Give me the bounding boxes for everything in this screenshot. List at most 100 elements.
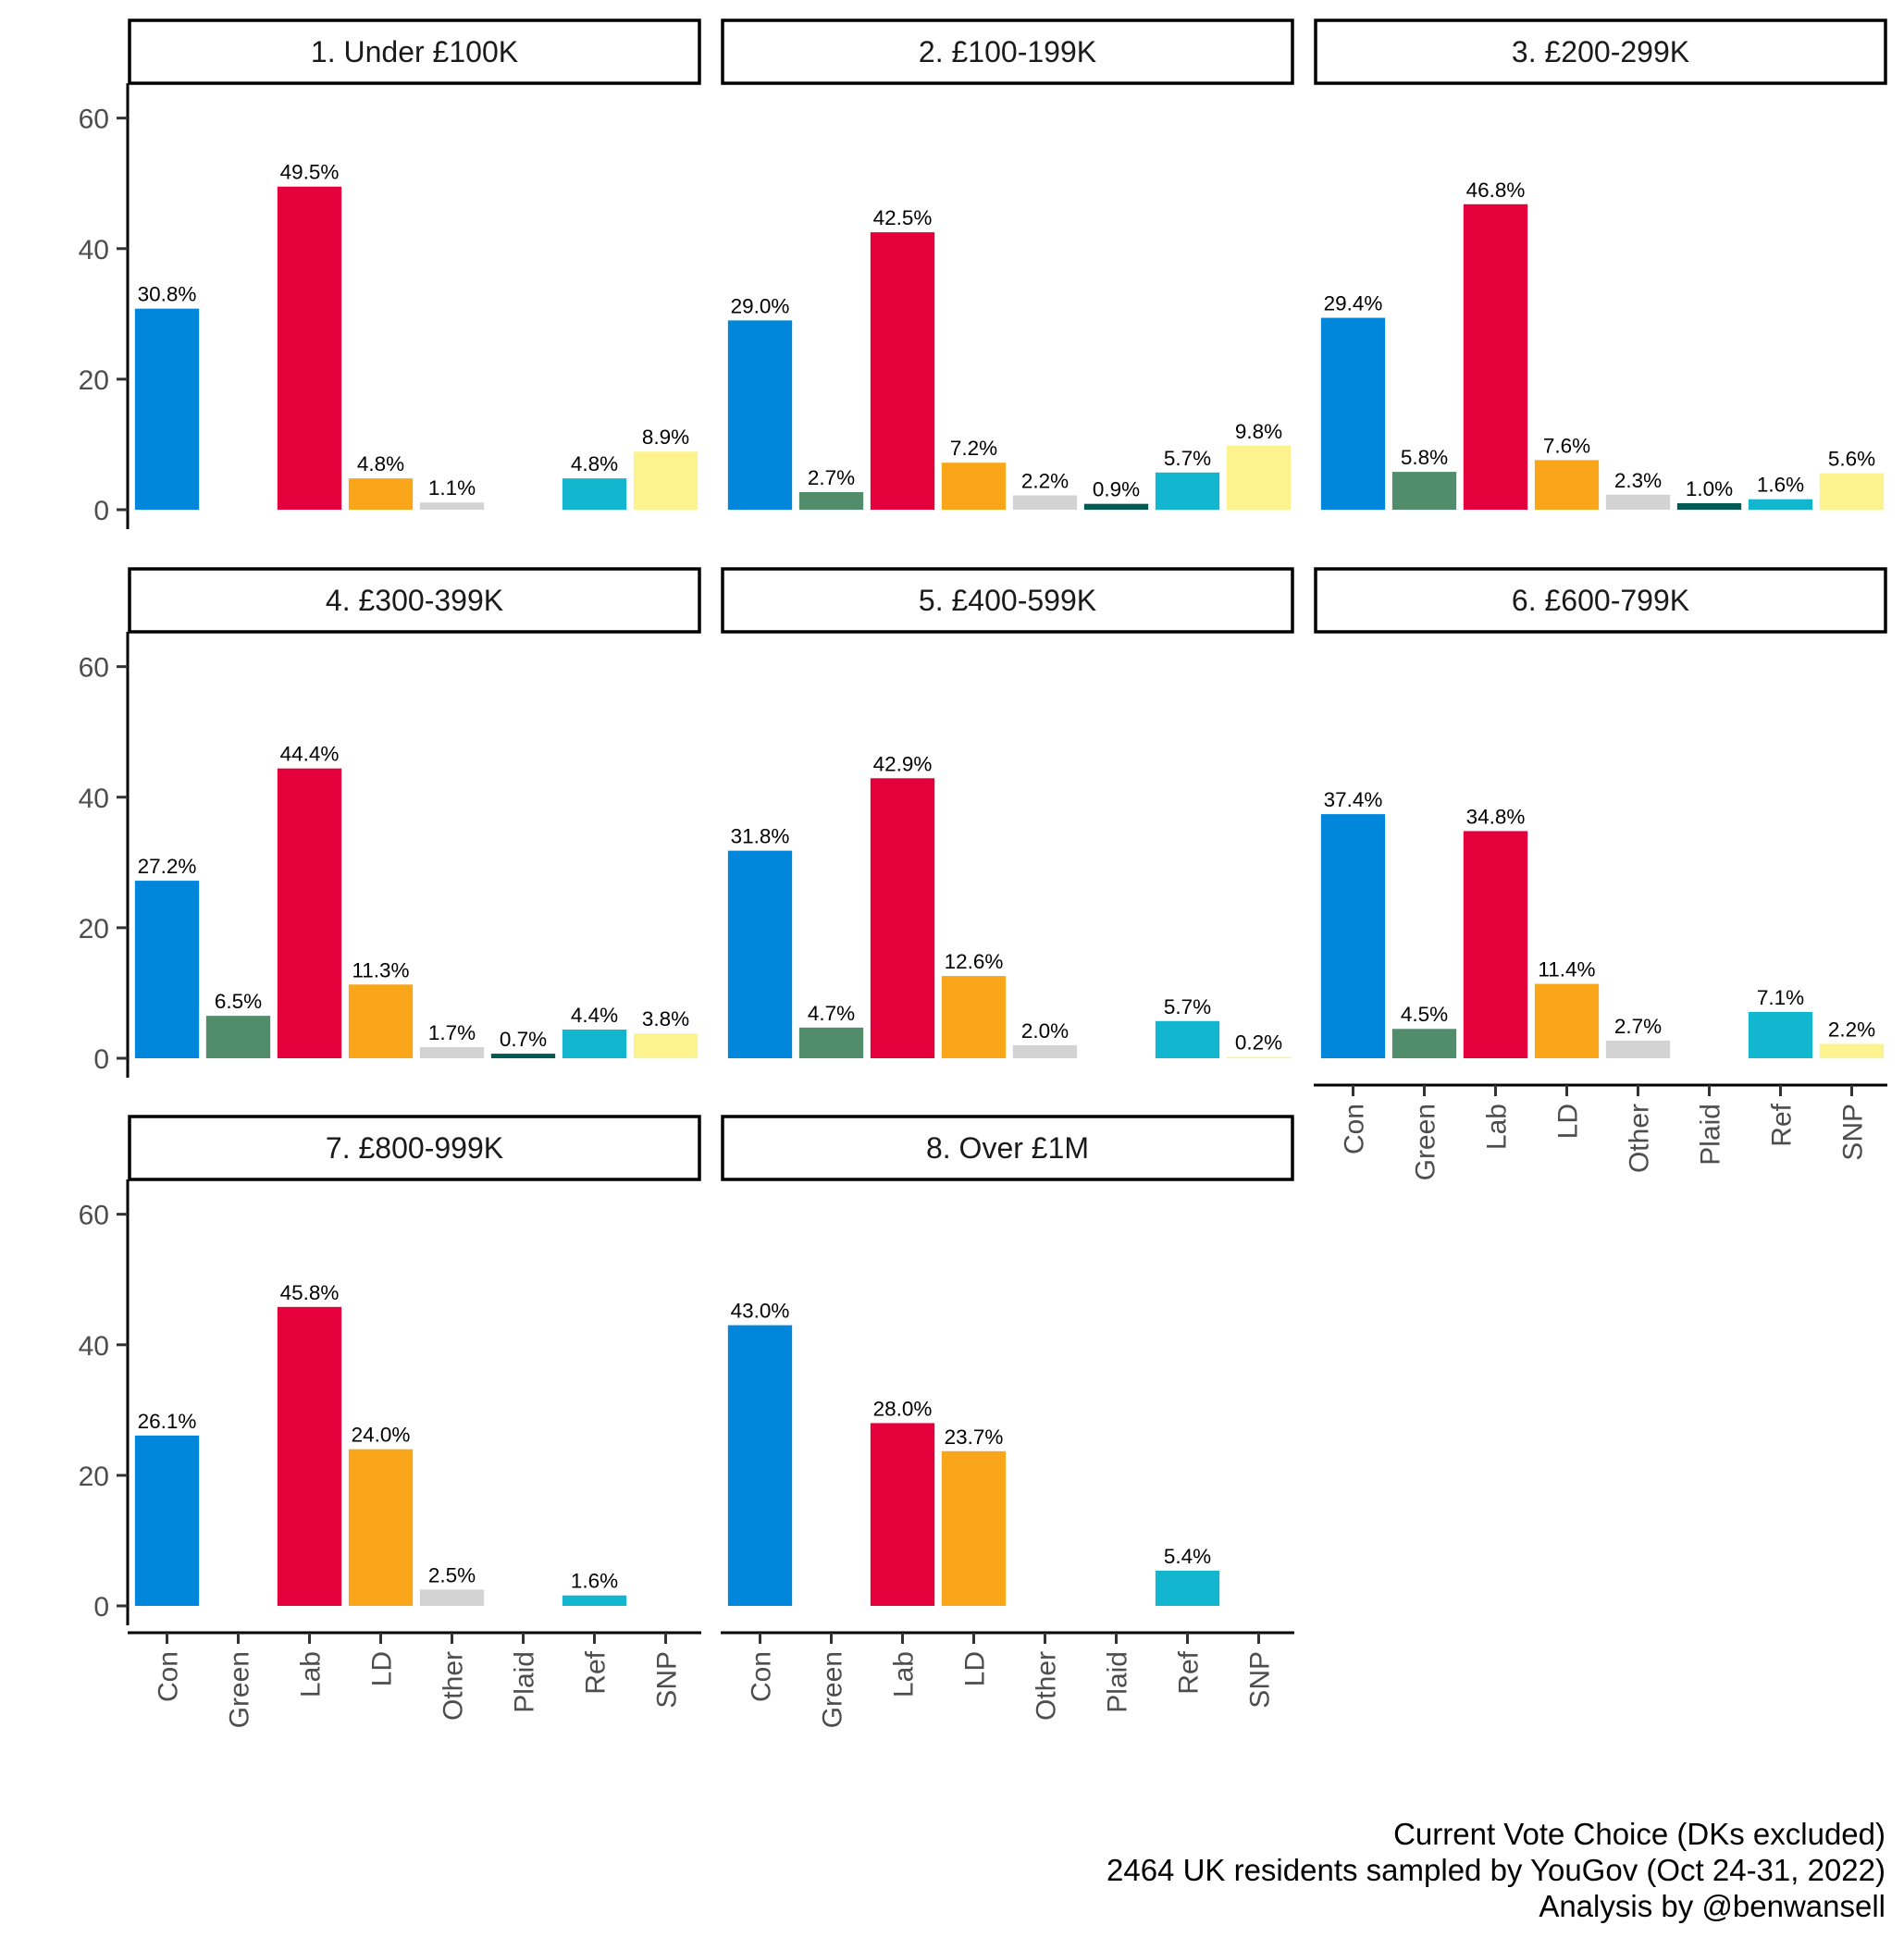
bar-con <box>134 1435 200 1606</box>
x-tick-label: Lab <box>1482 1104 1513 1150</box>
bar-label: 2.2% <box>1828 1018 1875 1041</box>
bar-lab <box>277 1306 342 1606</box>
y-tick-label: 0 <box>93 1592 109 1623</box>
x-tick-label: Ref <box>1767 1103 1798 1146</box>
facet-title: 7. £800-999K <box>326 1131 503 1165</box>
x-tick-label: Con <box>1340 1104 1370 1154</box>
bar-label: 42.9% <box>873 752 933 775</box>
bar-ld <box>348 478 414 510</box>
bar-label: 2.0% <box>1021 1019 1069 1043</box>
bar-ld <box>941 1450 1007 1606</box>
bar-green <box>1391 1029 1457 1058</box>
x-tick-label: SNP <box>1245 1651 1276 1709</box>
y-tick-label: 20 <box>79 1462 109 1492</box>
bar-label: 4.5% <box>1401 1003 1448 1026</box>
bar-snp <box>633 451 699 510</box>
bar-label: 2.7% <box>1614 1015 1662 1038</box>
y-tick-label: 60 <box>79 105 109 135</box>
facet-panel: 1. Under £100K 0 20 40 60 30.8% 49.5% 4.8% 1.1% 4… <box>79 19 701 529</box>
bar-lab <box>1463 204 1528 510</box>
y-tick-label: 20 <box>79 365 109 396</box>
caption-line: Current Vote Choice (DKs excluded) <box>1393 1817 1885 1851</box>
facet-strip <box>721 19 1294 85</box>
facet-strip <box>128 567 701 634</box>
x-tick-label: LD <box>1553 1104 1584 1139</box>
bar-other <box>1605 1040 1671 1058</box>
bar-other <box>1605 494 1671 510</box>
bar-label: 0.2% <box>1235 1031 1282 1055</box>
facet-strip <box>128 1115 701 1181</box>
bar-con <box>1320 814 1386 1058</box>
bar-con <box>727 1325 793 1606</box>
x-tick-label: Plaid <box>510 1651 540 1713</box>
x-tick-label: Green <box>225 1651 255 1728</box>
bar-label: 29.0% <box>731 294 790 317</box>
bar-ref <box>1748 1011 1813 1058</box>
bar-ld <box>941 976 1007 1058</box>
x-tick-label: SNP <box>652 1651 683 1709</box>
bar-green <box>1391 472 1457 510</box>
facet-strip <box>1314 567 1887 634</box>
bar-label: 5.6% <box>1828 447 1875 470</box>
bar-snp <box>1226 445 1292 510</box>
bar-label: 28.0% <box>873 1397 933 1420</box>
x-tick-label: Lab <box>889 1651 920 1697</box>
facet-panel: 6. £600-799K 37.4% 4.5% 34.8% 11.4% 2.7% 7.1% 2… <box>1314 567 1887 1180</box>
bar-ref <box>562 1029 627 1058</box>
caption-line: Analysis by @benwansell <box>1539 1889 1885 1923</box>
facet-panel: 7. £800-999K 0 20 40 60 26.1% 45.8% 24.0% 2.5% 1.… <box>79 1115 701 1728</box>
bar-other <box>1012 495 1078 510</box>
x-tick-label: Other <box>1032 1651 1062 1721</box>
bar-label: 29.4% <box>1324 292 1383 315</box>
x-tick-label: Green <box>1411 1104 1441 1180</box>
facet-strip <box>721 1115 1294 1181</box>
facet-panel: 8. Over £1M 43.0% 28.0% 23.7% 5.4% Con Green La… <box>721 1115 1294 1728</box>
x-tick-label: Other <box>1625 1104 1655 1173</box>
y-tick-label: 60 <box>79 653 109 684</box>
bar-label: 5.7% <box>1164 995 1211 1018</box>
bar-snp <box>1819 1043 1885 1058</box>
facet-title: 3. £200-299K <box>1512 35 1689 68</box>
bar-lab <box>1463 831 1528 1058</box>
bar-label: 4.7% <box>808 1002 855 1025</box>
bar-label: 5.7% <box>1164 447 1211 470</box>
bar-ref <box>562 478 627 510</box>
y-tick-label: 0 <box>93 1044 109 1075</box>
x-tick-label: Con <box>154 1651 184 1702</box>
bar-label: 0.7% <box>500 1028 547 1051</box>
bar-label: 23.7% <box>945 1425 1004 1449</box>
facet-title: 2. £100-199K <box>919 35 1096 68</box>
x-tick-label: SNP <box>1838 1104 1869 1161</box>
bar-label: 34.8% <box>1466 805 1526 828</box>
bar-plaid <box>490 1054 556 1058</box>
bar-label: 9.8% <box>1235 420 1282 443</box>
y-tick-label: 40 <box>79 784 109 814</box>
bar-ld <box>1534 460 1600 510</box>
bar-snp <box>1819 473 1885 510</box>
bar-label: 7.2% <box>950 437 997 460</box>
facet-panel: 3. £200-299K 29.4% 5.8% 46.8% 7.6% 2.3% 1.0% 1.… <box>1314 19 1887 510</box>
bar-label: 11.3% <box>352 958 409 981</box>
bar-ld <box>348 984 414 1058</box>
bar-label: 45.8% <box>280 1281 340 1304</box>
bar-label: 49.5% <box>280 161 340 184</box>
y-tick-label: 60 <box>79 1201 109 1231</box>
bar-con <box>134 308 200 510</box>
y-tick-label: 20 <box>79 914 109 944</box>
bar-ref <box>1748 499 1813 510</box>
bar-label: 31.8% <box>731 825 790 848</box>
bar-other <box>419 1047 485 1058</box>
bar-lab <box>870 1423 935 1606</box>
bar-label: 6.5% <box>215 990 262 1013</box>
bar-other <box>1012 1044 1078 1058</box>
x-tick-label: Con <box>747 1651 777 1702</box>
bar-label: 26.1% <box>138 1410 197 1433</box>
bar-green <box>205 1016 271 1058</box>
bar-label: 4.8% <box>571 452 618 475</box>
facet-title: 5. £400-599K <box>919 584 1096 617</box>
bar-other <box>419 1589 485 1606</box>
bar-label: 12.6% <box>945 950 1004 973</box>
facet-title: 6. £600-799K <box>1512 584 1689 617</box>
bar-ld <box>941 463 1007 510</box>
